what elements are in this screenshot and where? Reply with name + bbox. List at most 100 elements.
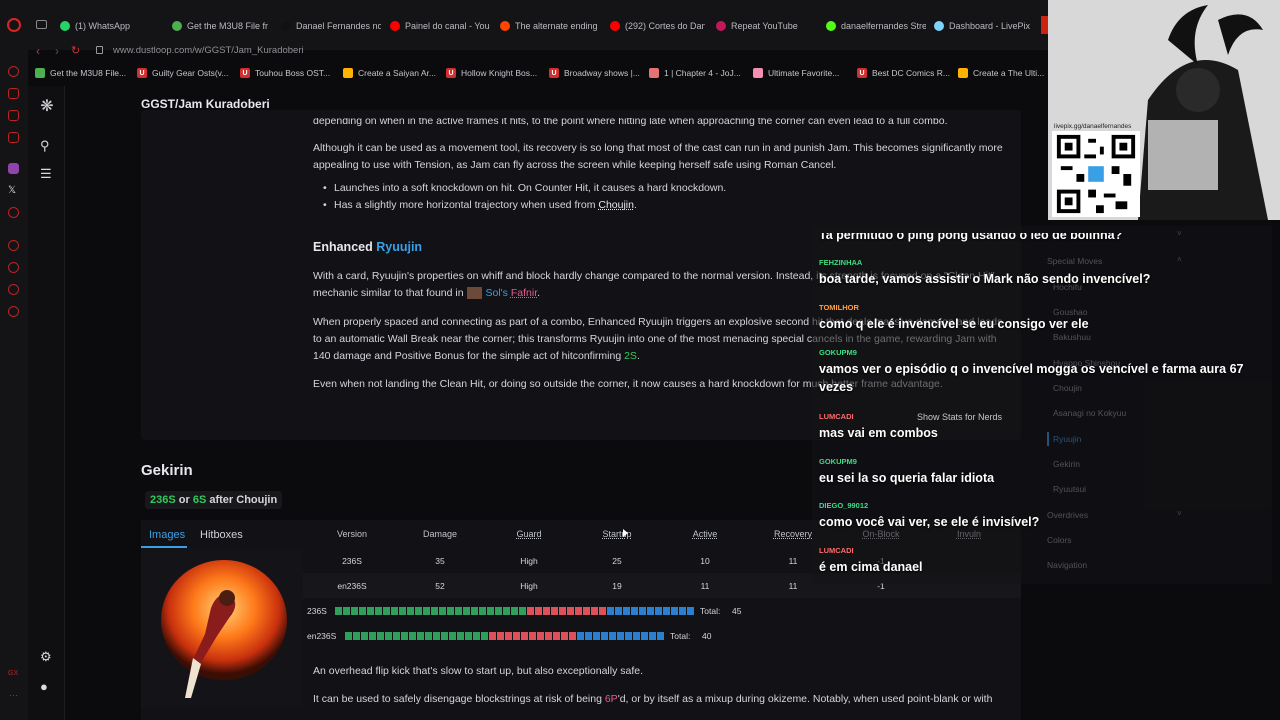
- browser-tab[interactable]: (292) Cortes do Dan: [610, 17, 705, 35]
- tab-label: Get the M3U8 File fr: [187, 21, 269, 31]
- choujin-link[interactable]: Choujin: [598, 199, 634, 211]
- reload-icon[interactable]: ↻: [71, 45, 81, 57]
- sol-link[interactable]: Sol's: [485, 287, 508, 299]
- tab-label: (292) Cortes do Dan: [625, 21, 705, 31]
- table-cell: 11: [788, 581, 798, 591]
- bookmark-label: Broadway shows |...: [564, 68, 640, 78]
- table-cell: High: [520, 556, 538, 566]
- paragraph-4: Even when not landing the Clean Hit, or …: [313, 378, 943, 390]
- tab-hitboxes[interactable]: Hitboxes: [200, 529, 243, 541]
- bookmark-item[interactable]: U Touhou Boss OST...: [240, 68, 330, 78]
- frame-active: [599, 607, 606, 615]
- downloads-icon[interactable]: [8, 284, 19, 295]
- frame-active: [489, 632, 496, 640]
- framebar-label: 236S: [307, 606, 327, 616]
- music-icon[interactable]: [8, 207, 19, 218]
- stats-for-nerds[interactable]: Show Stats for Nerds: [917, 412, 1003, 422]
- chat-overlay: [812, 226, 1272, 584]
- bookmark-item[interactable]: U Best DC Comics R...: [857, 68, 950, 78]
- user-icon[interactable]: ●: [40, 679, 48, 694]
- frame-startup: [479, 607, 486, 615]
- speed-dial-icon[interactable]: [8, 66, 19, 77]
- pinboard-icon[interactable]: [8, 132, 19, 143]
- bookmark-item[interactable]: 1 | Chapter 4 - JoJ...: [649, 68, 741, 78]
- bookmark-item[interactable]: Create a Saiyan Ar...: [343, 68, 436, 78]
- gx-icon[interactable]: GX: [8, 670, 19, 677]
- opera-sidebar: 𝕏 GX ⋯: [0, 50, 28, 720]
- frame-recovery: [615, 607, 622, 615]
- browser-tab[interactable]: Painel do canal - You: [390, 17, 490, 35]
- frame-active: [535, 607, 542, 615]
- frame-recovery: [647, 607, 654, 615]
- framebar-total-label: Total:: [670, 631, 691, 641]
- forward-icon[interactable]: ›: [55, 44, 59, 58]
- frame-recovery: [577, 632, 584, 640]
- history-icon[interactable]: [8, 240, 19, 251]
- clock-icon[interactable]: [8, 262, 19, 273]
- frame-recovery: [671, 607, 678, 615]
- table-cell: 52: [435, 581, 445, 591]
- bookmark-item[interactable]: U Guilty Gear Osts(v...: [137, 68, 228, 78]
- browser-tab[interactable]: Danael Fernandes no: [281, 17, 381, 35]
- page-title: GGST/Jam Kuradoberi: [141, 97, 270, 111]
- chat-username: GOKUPM9: [819, 348, 857, 357]
- back-icon[interactable]: ‹: [36, 44, 40, 58]
- frame-startup: [383, 607, 390, 615]
- browser-tab[interactable]: The alternate ending: [500, 17, 600, 35]
- twitch-icon[interactable]: [8, 163, 19, 174]
- bookmark-item[interactable]: Create a The Ulti...: [958, 68, 1044, 78]
- preferences-icon[interactable]: ⚙: [40, 649, 52, 664]
- frame-startup: [409, 632, 416, 640]
- ryuujin-link[interactable]: Ryuujin: [376, 240, 423, 254]
- bag-icon[interactable]: [8, 88, 19, 99]
- framebar-label: en236S: [307, 631, 337, 641]
- bookmark-item[interactable]: Ultimate Favorite...: [753, 68, 839, 78]
- tab-favicon-icon: [826, 21, 836, 31]
- frame-recovery: [607, 607, 614, 615]
- tab-overview-icon[interactable]: [36, 20, 47, 29]
- paragraph-3-line-3: 140 damage and Positive Bonus for the si…: [313, 348, 640, 365]
- heading-prefix: Enhanced: [313, 240, 377, 254]
- settings-icon[interactable]: [8, 306, 19, 317]
- tab-images[interactable]: Images: [149, 529, 186, 541]
- menu-icon[interactable]: ☰: [40, 166, 52, 181]
- frame-startup: [447, 607, 454, 615]
- table-header-recovery: Recovery: [773, 529, 812, 539]
- browser-tab[interactable]: Dashboard - LivePix: [934, 17, 1034, 35]
- dustloop-logo-icon[interactable]: ❋: [40, 98, 54, 115]
- input-236s: 236S: [150, 494, 176, 506]
- news-icon[interactable]: [8, 110, 19, 121]
- browser-tab[interactable]: (1) WhatsApp: [60, 17, 165, 35]
- frame-recovery: [623, 607, 630, 615]
- fafnir-link[interactable]: Fafnir: [510, 287, 538, 299]
- browser-tab[interactable]: Repeat YouTube: [716, 17, 816, 35]
- browser-tab[interactable]: Get the M3U8 File fr: [172, 17, 272, 35]
- bookmark-item[interactable]: U Hollow Knight Bos...: [446, 68, 537, 78]
- x-icon[interactable]: 𝕏: [8, 185, 17, 196]
- url-field[interactable]: www.dustloop.com/w/GGST/Jam_Kuradoberi: [113, 45, 304, 56]
- opera-logo-icon[interactable]: [7, 18, 21, 32]
- frame-startup: [415, 607, 422, 615]
- paragraph-3-end: .: [636, 350, 640, 362]
- frame-recovery: [617, 632, 624, 640]
- frame-startup: [399, 607, 406, 615]
- browser-tab[interactable]: danaelfernandes Stre: [826, 17, 926, 35]
- frame-active: [551, 607, 558, 615]
- chat-message: eu sei la so queria falar idiota: [819, 471, 995, 485]
- table-cell: 25: [612, 556, 622, 566]
- chat-username: FEHZINHAA: [819, 258, 863, 267]
- bookmark-item[interactable]: Get the M3U8 File...: [35, 68, 126, 78]
- paragraph-3-text: 140 damage and Positive Bonus for the si…: [313, 350, 625, 362]
- frame-recovery: [663, 607, 670, 615]
- frame-recovery: [641, 632, 648, 640]
- bookmark-item[interactable]: U Broadway shows |...: [549, 68, 640, 78]
- frame-startup: [391, 607, 398, 615]
- bullet-2-text: Has a slightly more horizontal trajector…: [334, 199, 599, 211]
- frame-recovery: [585, 632, 592, 640]
- 6p-link[interactable]: 6P: [604, 693, 618, 705]
- bookmark-label: Ultimate Favorite...: [768, 68, 840, 78]
- more-icon[interactable]: ⋯: [9, 690, 18, 700]
- search-icon[interactable]: ⚲: [40, 138, 50, 153]
- table-cell: 35: [435, 556, 445, 566]
- 2s-link[interactable]: 2S: [624, 350, 637, 362]
